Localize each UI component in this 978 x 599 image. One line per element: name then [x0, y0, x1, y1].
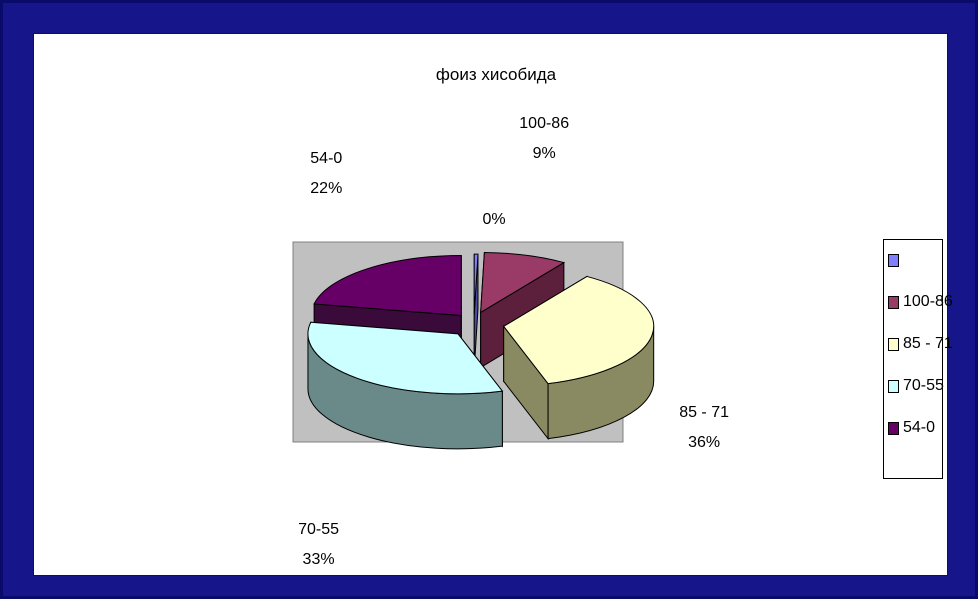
slice-category-label: 100-86 [519, 115, 569, 132]
pie-slice-unlabeled [473, 253, 479, 370]
slice-top [307, 321, 504, 395]
slice-percent-label: 22% [310, 180, 342, 197]
slice-top [473, 253, 479, 315]
legend-item: 100-86 [888, 292, 953, 312]
legend-label: 70-55 [903, 377, 944, 394]
slice-percent-label: 33% [303, 551, 335, 568]
slice-category-label: 85 - 71 [679, 404, 729, 421]
legend-item: 54-0 [888, 418, 935, 438]
pie-slice-85-71 [502, 275, 655, 441]
slice-top [480, 251, 566, 314]
pie-slice-70-55 [307, 321, 504, 450]
chart-title: фоиз хисобида [436, 65, 557, 84]
legend-swatch [888, 253, 899, 267]
legend-label: 54-0 [903, 419, 936, 436]
legend-label: 85 - 71 [903, 335, 953, 352]
slice-category-label: 70-55 [298, 521, 339, 538]
slice-top [502, 275, 655, 385]
legend-item: 85 - 71 [888, 334, 953, 354]
slice-percent-label: 0% [482, 211, 505, 228]
slice-percent-label: 36% [688, 434, 720, 451]
legend-swatch [888, 337, 899, 351]
chart-area: фоиз хисобида 0% 100-86 9% 85 - 71 36% 70-55 3… [33, 33, 953, 576]
legend-swatch [888, 379, 899, 393]
slice-percent-label: 9% [533, 145, 556, 162]
legend-item [888, 250, 903, 270]
legend-item: 70-55 [888, 376, 944, 396]
legend-swatch [888, 421, 899, 435]
pie-chart: фоиз хисобида 0% 100-86 9% 85 - 71 36% 70-55 3… [292, 65, 729, 568]
slice-category-label: 54-0 [310, 150, 342, 167]
legend-swatch [888, 295, 899, 309]
legend: 100-86 85 - 71 70-55 54-0 [883, 239, 953, 479]
legend-label: 100-86 [903, 293, 953, 310]
slice-top [313, 255, 462, 317]
